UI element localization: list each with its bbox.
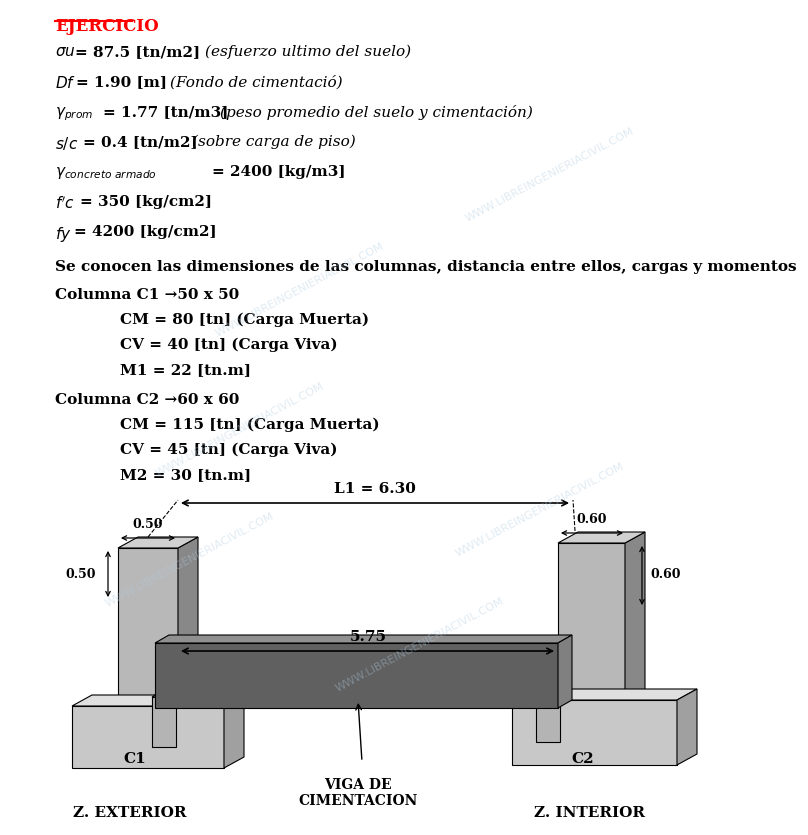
Text: = 2400 [kg/m3]: = 2400 [kg/m3]: [212, 165, 346, 179]
Polygon shape: [118, 548, 178, 706]
Text: = 1.90 [m]: = 1.90 [m]: [76, 75, 172, 89]
Text: 0.50: 0.50: [133, 518, 163, 531]
Text: CV = 45 [tn] (Carga Viva): CV = 45 [tn] (Carga Viva): [120, 443, 338, 458]
Text: = 1.77 [tn/m3]: = 1.77 [tn/m3]: [103, 105, 234, 119]
Text: L1 = 6.30: L1 = 6.30: [334, 482, 416, 496]
Text: Columna C2 →60 x 60: Columna C2 →60 x 60: [55, 393, 239, 407]
Text: 0.50: 0.50: [65, 568, 96, 580]
Polygon shape: [677, 689, 697, 765]
Polygon shape: [224, 695, 244, 768]
Text: VIGA DE
CIMENTACION: VIGA DE CIMENTACION: [298, 778, 418, 808]
Text: WWW.LIBREINGENIERIACIVIL.COM: WWW.LIBREINGENIERIACIVIL.COM: [464, 126, 636, 224]
Text: Z. EXTERIOR: Z. EXTERIOR: [74, 806, 187, 820]
Text: $f'c$: $f'c$: [55, 195, 75, 211]
Polygon shape: [155, 635, 572, 643]
Text: WWW.LIBREINGENIERIACIVIL.COM: WWW.LIBREINGENIERIACIVIL.COM: [214, 241, 386, 339]
Text: 5.75: 5.75: [350, 630, 386, 644]
Text: $Df$: $Df$: [55, 75, 76, 91]
Text: 0.60: 0.60: [650, 569, 680, 581]
Text: = 87.5 [tn/m2]: = 87.5 [tn/m2]: [75, 45, 205, 59]
Text: = 0.4 [tn/m2]: = 0.4 [tn/m2]: [83, 135, 203, 149]
Polygon shape: [536, 686, 569, 692]
Text: WWW.LIBREINGENIERIACIVIL.COM: WWW.LIBREINGENIERIACIVIL.COM: [104, 511, 276, 609]
Polygon shape: [118, 537, 198, 548]
Text: M1 = 22 [tn.m]: M1 = 22 [tn.m]: [120, 363, 251, 377]
Polygon shape: [558, 543, 625, 705]
Text: (peso promedio del suelo y cimentación): (peso promedio del suelo y cimentación): [220, 105, 532, 120]
Text: $fy$: $fy$: [55, 225, 72, 244]
Text: (esfuerzo ultimo del suelo): (esfuerzo ultimo del suelo): [205, 45, 411, 59]
Text: (sobre carga de piso): (sobre carga de piso): [192, 135, 356, 149]
Text: C1: C1: [124, 752, 146, 766]
Text: WWW.LIBREINGENIERIACIVIL.COM: WWW.LIBREINGENIERIACIVIL.COM: [334, 596, 506, 694]
Text: $\gamma_{concreto\ armado}$: $\gamma_{concreto\ armado}$: [55, 165, 157, 181]
Polygon shape: [558, 532, 645, 543]
Polygon shape: [72, 706, 224, 768]
Text: Z. INTERIOR: Z. INTERIOR: [535, 806, 646, 820]
Text: $\gamma_{prom}$: $\gamma_{prom}$: [55, 105, 94, 123]
Polygon shape: [178, 537, 198, 706]
Text: (Fondo de cimentació): (Fondo de cimentació): [170, 75, 343, 89]
Polygon shape: [152, 697, 176, 747]
Text: CV = 40 [tn] (Carga Viva): CV = 40 [tn] (Carga Viva): [120, 338, 338, 352]
Text: 0.60: 0.60: [577, 513, 608, 526]
Text: $s/c$: $s/c$: [55, 135, 78, 152]
Polygon shape: [512, 700, 677, 765]
Polygon shape: [152, 691, 185, 697]
Text: EJERCICIO: EJERCICIO: [55, 18, 158, 35]
Polygon shape: [536, 692, 560, 742]
Polygon shape: [625, 532, 645, 705]
Text: M2 = 30 [tn.m]: M2 = 30 [tn.m]: [120, 468, 251, 482]
Text: WWW.LIBREINGENIERIACIVIL.COM: WWW.LIBREINGENIERIACIVIL.COM: [454, 461, 626, 559]
Text: C2: C2: [572, 752, 595, 766]
Text: = 4200 [kg/cm2]: = 4200 [kg/cm2]: [74, 225, 217, 239]
Text: CM = 115 [tn] (Carga Muerta): CM = 115 [tn] (Carga Muerta): [120, 418, 380, 433]
Text: Columna C1 →50 x 50: Columna C1 →50 x 50: [55, 288, 239, 302]
Text: WWW.LIBREINGENIERIACIVIL.COM: WWW.LIBREINGENIERIACIVIL.COM: [154, 381, 326, 478]
Polygon shape: [155, 643, 558, 708]
Polygon shape: [558, 635, 572, 708]
Text: = 350 [kg/cm2]: = 350 [kg/cm2]: [80, 195, 212, 209]
Polygon shape: [72, 695, 244, 706]
Polygon shape: [512, 689, 697, 700]
Text: Se conocen las dimensiones de las columnas, distancia entre ellos, cargas y mome: Se conocen las dimensiones de las column…: [55, 260, 797, 274]
Text: $\sigma u$: $\sigma u$: [55, 45, 76, 59]
Text: CM = 80 [tn] (Carga Muerta): CM = 80 [tn] (Carga Muerta): [120, 313, 369, 327]
